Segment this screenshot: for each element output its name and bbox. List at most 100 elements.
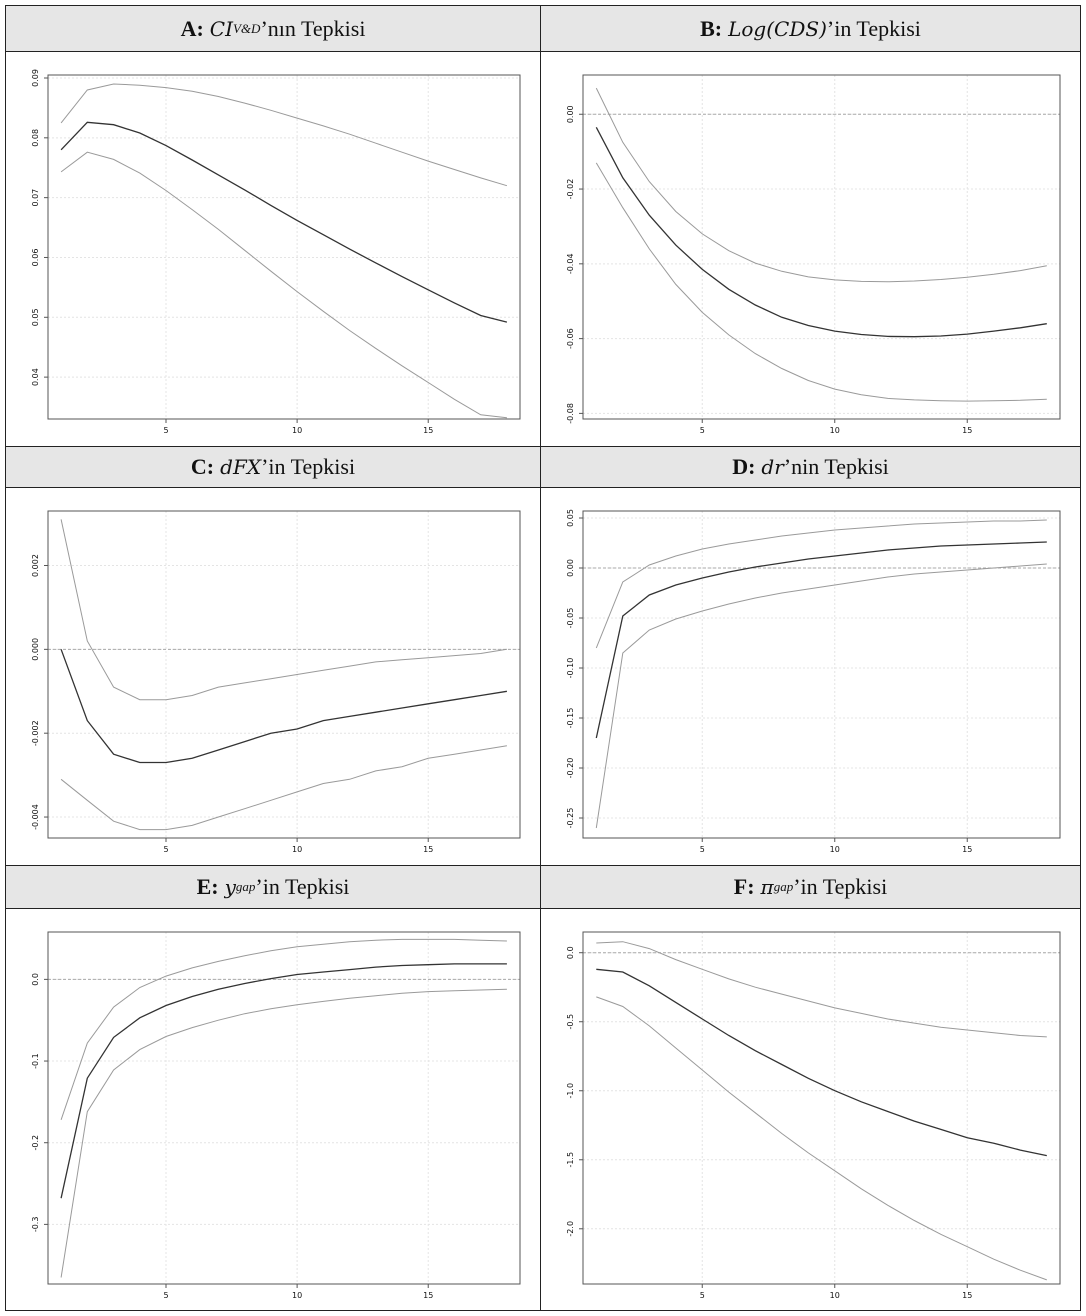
y-tick-label: -0.08 (566, 403, 575, 424)
y-tick-label: -0.10 (566, 658, 575, 679)
x-tick-label: 5 (163, 1291, 168, 1300)
math-variable: dFX (220, 455, 262, 479)
y-tick-label: 0.002 (31, 554, 40, 577)
series-line-irf (596, 968, 1047, 1157)
series-line-lower (595, 162, 1047, 402)
y-tick-label: 0.07 (31, 189, 40, 207)
y-tick-label: -0.04 (566, 253, 575, 274)
series-line-irf (595, 541, 1047, 739)
plot-frame (582, 74, 1061, 420)
panel-d-chart-cell: 5 10 15 -0.25 -0.20 -0.15 -0.10 -0.05 0.00 0.05 (541, 489, 1080, 864)
series-line-lower (596, 996, 1047, 1281)
series-line-upper (595, 87, 1047, 283)
y-tick-label: -1.5 (566, 1152, 575, 1168)
plot-frame (47, 510, 521, 839)
series-line-irf (595, 126, 1047, 338)
panel-f-chart: 5 10 15 -2.0 -1.5 -1.0 -0.5 0.0 (566, 931, 1061, 1300)
panel-b-header: B: Log(CDS) ’in Tepkisi (541, 6, 1080, 52)
y-tick-label: 0.09 (31, 69, 40, 87)
plot-frame (47, 74, 521, 420)
panel-label: F: (733, 874, 755, 899)
x-tick-label: 10 (292, 845, 302, 854)
y-tick-label: 0.0 (31, 973, 40, 986)
panel-label: A: (180, 15, 204, 41)
x-tick-label: 15 (962, 426, 972, 435)
y-tick-label: -0.3 (31, 1217, 40, 1233)
math-variable: π (760, 875, 774, 899)
panel-a-chart: 5 10 15 0.04 0.05 0.06 0.07 0.08 0.09 (31, 69, 521, 435)
panel-a-header: A: CI V&D ’nın Tepkisi (6, 6, 540, 52)
y-tick-label: 0.00 (566, 105, 575, 123)
x-tick-label: 10 (830, 845, 840, 854)
panel-e-header: E: y gap ’in Tepkisi (6, 865, 540, 909)
y-tick-label: 0.00 (566, 559, 575, 577)
series-line-lower (60, 151, 507, 419)
x-tick-label: 10 (292, 1291, 302, 1300)
series-line-irf (60, 963, 507, 1199)
math-subscript: V&D (232, 20, 261, 36)
y-tick-label: 0.04 (31, 368, 40, 386)
figure-grid: A: CI V&D ’nın Tepkisi B: Log(CDS) ’in Te… (5, 5, 1081, 1311)
panel-label: E: (196, 874, 219, 899)
series-line-upper (595, 519, 1047, 649)
plot-frame (582, 931, 1061, 1285)
y-tick-label: 0.000 (31, 638, 40, 661)
y-tick-label: -0.5 (566, 1014, 575, 1030)
series-line-lower (60, 745, 507, 831)
x-tick-label: 15 (962, 1291, 972, 1300)
panel-label: C: (190, 454, 215, 479)
y-tick-label: -0.004 (31, 804, 40, 830)
x-tick-label: 15 (423, 845, 433, 854)
panel-c-header: C: dFX ’in Tepkisi (6, 446, 540, 488)
math-variable: dr (761, 455, 784, 479)
math-variable: Log(CDS) (728, 16, 827, 41)
series-line-upper (60, 938, 507, 1120)
panel-d-chart: 5 10 15 -0.25 -0.20 -0.15 -0.10 -0.05 0.00 0.05 (566, 509, 1061, 854)
y-tick-label: 0.08 (31, 129, 40, 147)
panel-d-header: D: dr ’nin Tepkisi (541, 446, 1080, 488)
panel-c-chart: 5 10 15 -0.004 -0.002 0.000 0.002 (31, 510, 521, 854)
panel-f-header: F: π gap ’in Tepkisi (541, 865, 1080, 909)
y-tick-label: -0.1 (31, 1053, 40, 1069)
header-suffix: ’in Tepkisi (826, 15, 921, 41)
panel-c-chart-cell: 5 10 15 -0.004 -0.002 0.000 0.002 (6, 489, 540, 864)
x-tick-label: 5 (700, 845, 705, 854)
x-tick-label: 10 (830, 1291, 840, 1300)
series-line-upper (596, 941, 1047, 1038)
header-suffix: ’nin Tepkisi (783, 454, 889, 479)
y-tick-label: 0.06 (31, 249, 40, 267)
math-variable: y (224, 875, 236, 899)
y-tick-label: -0.02 (566, 179, 575, 200)
panel-label: D: (732, 454, 756, 479)
panel-b-chart-cell: 5 10 15 -0.08 -0.06 -0.04 -0.02 0.00 (541, 53, 1080, 445)
y-tick-label: -0.002 (31, 720, 40, 746)
header-suffix: ’in Tepkisi (793, 874, 888, 899)
panel-b-chart: 5 10 15 -0.08 -0.06 -0.04 -0.02 0.00 (566, 74, 1061, 435)
x-tick-label: 15 (962, 845, 972, 854)
math-subscript: gap (773, 879, 794, 894)
series-line-lower (595, 563, 1047, 829)
series-line-irf (60, 121, 508, 323)
header-suffix: ’in Tepkisi (255, 874, 350, 899)
y-tick-label: 0.05 (566, 509, 575, 527)
series-line-upper (60, 519, 507, 701)
x-tick-label: 10 (830, 426, 840, 435)
panel-e-chart-cell: 5 10 15 -0.3 -0.2 -0.1 0.0 (6, 910, 540, 1310)
series-line-irf (60, 649, 508, 764)
panel-e-chart: 5 10 15 -0.3 -0.2 -0.1 0.0 (31, 931, 521, 1300)
x-tick-label: 5 (700, 1291, 705, 1300)
y-tick-label: -0.20 (566, 758, 575, 779)
y-tick-label: -0.25 (566, 808, 575, 829)
x-tick-label: 5 (700, 426, 705, 435)
math-variable: CI (209, 16, 233, 41)
y-tick-label: -0.2 (31, 1135, 40, 1151)
panel-a-chart-cell: 5 10 15 0.04 0.05 0.06 0.07 0.08 0.09 (6, 53, 540, 445)
series-line-lower (60, 988, 507, 1278)
plot-frame (582, 510, 1061, 839)
panel-f-chart-cell: 5 10 15 -2.0 -1.5 -1.0 -0.5 0.0 (541, 910, 1080, 1310)
x-tick-label: 5 (163, 426, 168, 435)
x-tick-label: 5 (163, 845, 168, 854)
y-tick-label: -0.15 (566, 708, 575, 729)
math-subscript: gap (235, 879, 256, 894)
header-suffix: ’nın Tepkisi (260, 15, 366, 41)
